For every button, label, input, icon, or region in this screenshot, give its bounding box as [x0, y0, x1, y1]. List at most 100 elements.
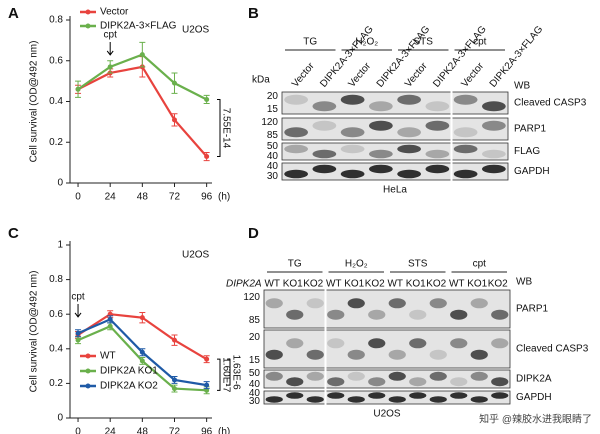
group-label: STS [408, 259, 428, 270]
marker: 30 [249, 396, 261, 407]
row-name: FLAG [514, 146, 540, 157]
legend-label: Vector [100, 7, 129, 18]
band [312, 120, 337, 131]
point [75, 330, 81, 336]
band [312, 101, 337, 112]
band [368, 338, 386, 349]
marker: 30 [267, 171, 279, 182]
group-label: H₂O₂ [345, 259, 368, 270]
band [453, 169, 478, 179]
band [429, 298, 447, 309]
band [369, 149, 393, 159]
y-tick-label: 0.6 [49, 55, 63, 66]
band [470, 298, 488, 309]
x-tick-label: 0 [75, 427, 81, 434]
band [409, 309, 427, 320]
treatment-label: cpt [71, 292, 85, 303]
row-name: PARP1 [514, 124, 546, 135]
marker: 15 [267, 104, 279, 115]
row-name: GAPDH [514, 166, 550, 177]
blot-strip [263, 329, 511, 369]
marker: 85 [249, 315, 261, 326]
wb-label: WB [516, 277, 532, 288]
x-axis-label: (h) [218, 192, 230, 203]
band [429, 396, 447, 403]
band [482, 120, 506, 131]
point [171, 80, 177, 86]
band [450, 392, 468, 399]
group-label: cpt [473, 259, 487, 270]
point [107, 323, 113, 329]
band [425, 149, 450, 159]
band [340, 169, 365, 179]
band [327, 338, 345, 349]
band [482, 164, 506, 174]
lane-label: DIPK2A-3×FLAG [431, 24, 489, 90]
lane-label: KO2 [365, 279, 385, 290]
lane-label: Vector [347, 60, 374, 89]
legend-marker [85, 23, 91, 29]
band [368, 392, 386, 399]
band [327, 392, 345, 399]
point [107, 64, 113, 70]
lane-label: Vector [290, 60, 317, 89]
band [453, 94, 478, 105]
y-tick-label: 0.4 [49, 343, 63, 354]
y-tick-label: 0.8 [49, 15, 63, 26]
band [284, 127, 308, 138]
band [284, 169, 308, 179]
lane-label: KO2 [426, 279, 446, 290]
band [265, 349, 283, 360]
lane-label: KO1 [283, 279, 303, 290]
marker: 50 [249, 368, 261, 379]
y-tick-label: 0 [57, 178, 63, 189]
x-tick-label: 72 [169, 427, 181, 434]
point [204, 356, 210, 362]
point [139, 358, 145, 364]
band [397, 144, 421, 154]
point [107, 316, 113, 322]
band [425, 101, 450, 112]
band [327, 377, 345, 387]
cell-line: U2OS [182, 25, 210, 36]
lane-label: KO1 [344, 279, 364, 290]
band [347, 349, 365, 360]
x-tick-label: 72 [169, 192, 181, 203]
band [265, 371, 283, 381]
group-label: STS [414, 37, 434, 48]
group-label: TG [303, 37, 317, 48]
band [369, 101, 393, 112]
band [347, 396, 365, 403]
legend-label: WT [100, 351, 116, 362]
band [388, 396, 406, 403]
legend-label: DIPK2A KO2 [100, 381, 158, 392]
point [171, 117, 177, 123]
band [491, 309, 509, 320]
y-tick-label: 1 [57, 240, 63, 251]
marker: 40 [267, 161, 279, 172]
arrow [74, 303, 82, 318]
group-label: TG [288, 259, 302, 270]
band [306, 371, 324, 381]
marker: 50 [267, 141, 279, 152]
band [340, 144, 365, 154]
band [368, 377, 386, 387]
legend-label: DIPK2A-3×FLAG [100, 21, 177, 32]
x-axis-label: (h) [218, 427, 230, 434]
band [397, 94, 421, 105]
band [482, 149, 506, 159]
band [397, 127, 421, 138]
band [388, 371, 406, 381]
band [388, 349, 406, 360]
band [284, 94, 308, 105]
legend-marker [85, 383, 91, 389]
band [284, 144, 308, 154]
point [171, 386, 177, 392]
band [450, 309, 468, 320]
x-tick-label: 96 [201, 192, 213, 203]
band [286, 392, 304, 399]
band [450, 377, 468, 387]
bracket [217, 98, 221, 158]
panel-label: D [248, 225, 259, 242]
y-tick-label: 0.2 [49, 137, 63, 148]
